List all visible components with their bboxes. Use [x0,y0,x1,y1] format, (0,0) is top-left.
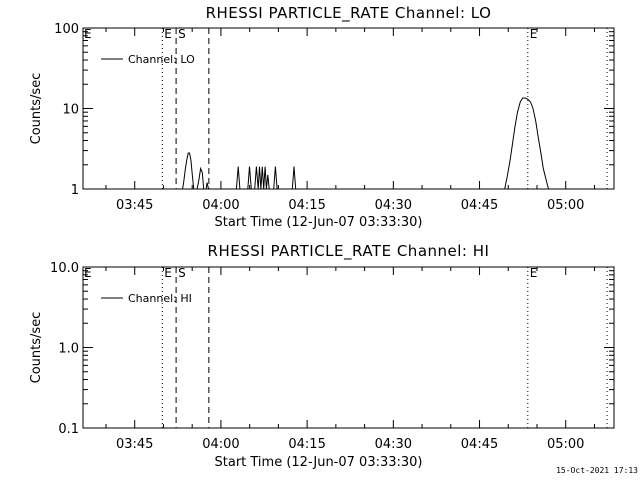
x-tick-label: 05:00 [547,198,584,213]
y-tick-label: 1.0 [58,342,79,357]
x-tick-label: 05:00 [547,437,584,452]
corner-label: E [84,266,92,280]
chart-title: RHESSI PARTICLE_RATE Channel: LO [206,4,492,23]
x-tick-label: 04:15 [288,437,325,452]
time-marker-label: S [178,27,186,41]
y-tick-label: 1 [71,183,79,198]
x-tick-label: 04:00 [202,198,239,213]
x-tick-label: 04:45 [461,198,498,213]
x-tick-label: 04:00 [202,437,239,452]
legend-label: Channel: HI [128,292,192,305]
x-tick-label: 04:30 [375,437,412,452]
time-marker-label: S [178,266,186,280]
y-tick-label: 0.1 [58,422,79,437]
x-tick-label: 04:45 [461,437,498,452]
x-axis-label: Start Time (12-Jun-07 03:33:30) [215,215,423,230]
legend-label: Channel: LO [128,53,195,66]
x-tick-label: 04:15 [288,198,325,213]
time-marker-label: E [530,27,538,41]
y-axis-label: Counts/sec [29,312,44,384]
y-tick-label: 100 [54,22,79,37]
footer-timestamp: 15-Oct-2021 17:13 [556,466,638,475]
y-tick-label: 10.0 [50,261,79,276]
x-tick-label: 03:45 [116,437,153,452]
time-marker-label: E [164,27,172,41]
corner-label: E [84,27,92,41]
data-series-line [182,97,556,190]
time-marker-label: E [164,266,172,280]
time-marker-label: E [530,266,538,280]
x-axis-label: Start Time (12-Jun-07 03:33:30) [215,455,423,470]
y-axis-label: Counts/sec [29,73,44,145]
x-tick-label: 04:30 [375,198,412,213]
x-tick-label: 03:45 [116,198,153,213]
chart-title: RHESSI PARTICLE_RATE Channel: HI [208,242,490,261]
y-tick-label: 10 [62,103,79,118]
